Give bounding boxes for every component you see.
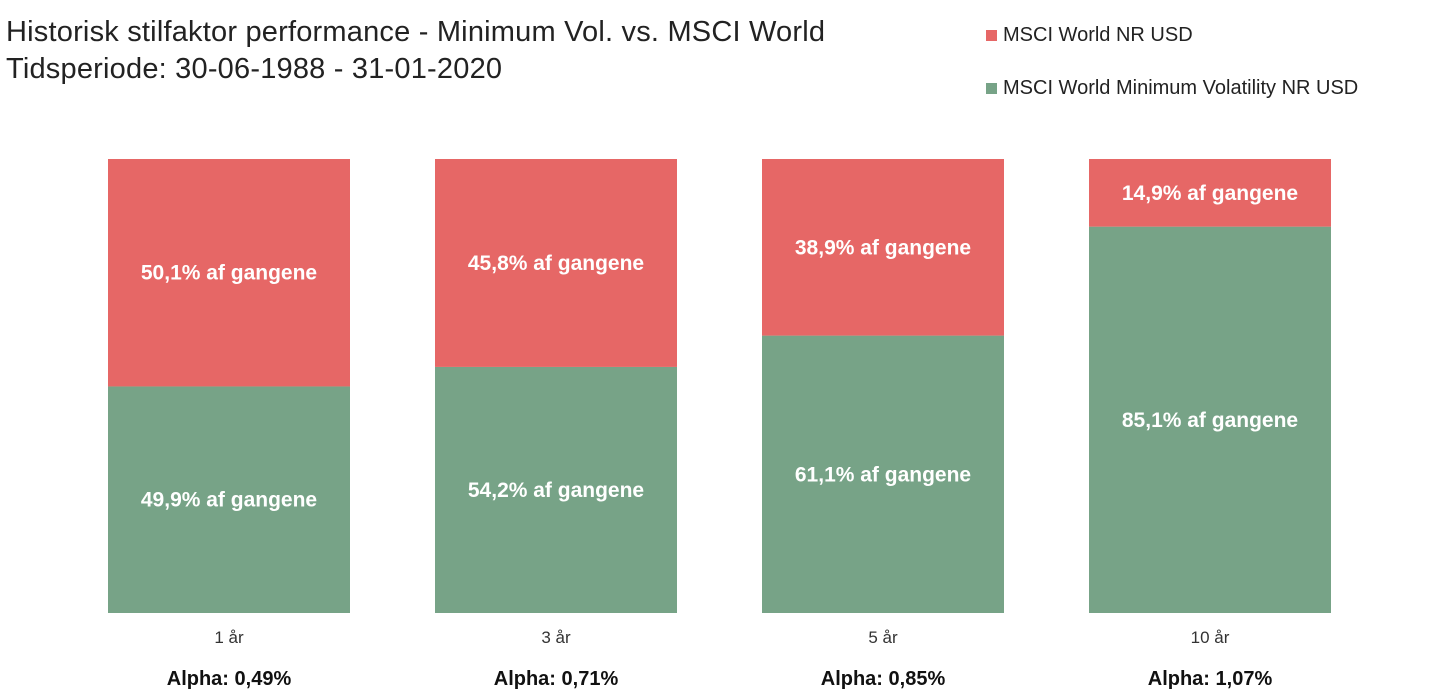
bar-segment-min-vol xyxy=(108,386,350,613)
bar-segment-min-vol xyxy=(435,366,677,613)
legend-swatch-min-vol xyxy=(986,83,997,94)
bar-segment-msci-world xyxy=(108,159,350,387)
data-label-msci-world: 45,8% af gangene xyxy=(468,252,644,275)
x-tick-label: 5 år xyxy=(868,628,898,647)
chart-subtitle: Tidsperiode: 30-06-1988 - 31-01-2020 xyxy=(6,53,503,85)
bar-segment-msci-world xyxy=(1089,159,1331,227)
data-label-msci-world: 14,9% af gangene xyxy=(1122,182,1298,205)
legend-item-msci-world: MSCI World NR USD xyxy=(986,24,1358,47)
x-tick-label: 1 år xyxy=(214,628,244,647)
x-tick-label: 10 år xyxy=(1191,628,1230,647)
data-label-min-vol: 85,1% af gangene xyxy=(1122,409,1298,432)
bar-segment-min-vol xyxy=(1089,226,1331,613)
data-label-min-vol: 61,1% af gangene xyxy=(795,463,971,486)
alpha-annotation: Alpha: 0,49% xyxy=(167,668,292,690)
legend-label-min-vol: MSCI World Minimum Volatility NR USD xyxy=(1003,77,1359,99)
legend-item-min-vol: MSCI World Minimum Volatility NR USD xyxy=(986,77,1358,100)
chart-legend: MSCI World NR USD MSCI World Minimum Vol… xyxy=(986,24,1358,100)
legend-label-msci-world: MSCI World NR USD xyxy=(1003,24,1193,46)
bar-segment-msci-world xyxy=(762,159,1004,336)
x-tick-label: 3 år xyxy=(541,628,571,647)
chart-title: Historisk stilfaktor performance - Minim… xyxy=(6,16,826,48)
data-label-msci-world: 38,9% af gangene xyxy=(795,236,971,259)
alpha-annotation: Alpha: 1,07% xyxy=(1148,668,1273,690)
bar-segment-min-vol xyxy=(762,335,1004,613)
legend-swatch-msci-world xyxy=(986,30,997,41)
data-label-min-vol: 49,9% af gangene xyxy=(141,489,317,512)
alpha-annotation: Alpha: 0,85% xyxy=(821,668,946,690)
data-label-min-vol: 54,2% af gangene xyxy=(468,479,644,502)
data-label-msci-world: 50,1% af gangene xyxy=(141,262,317,285)
bar-segment-msci-world xyxy=(435,159,677,367)
chart-title-block: Historisk stilfaktor performance - Minim… xyxy=(6,14,825,88)
alpha-annotation: Alpha: 0,71% xyxy=(494,668,619,690)
